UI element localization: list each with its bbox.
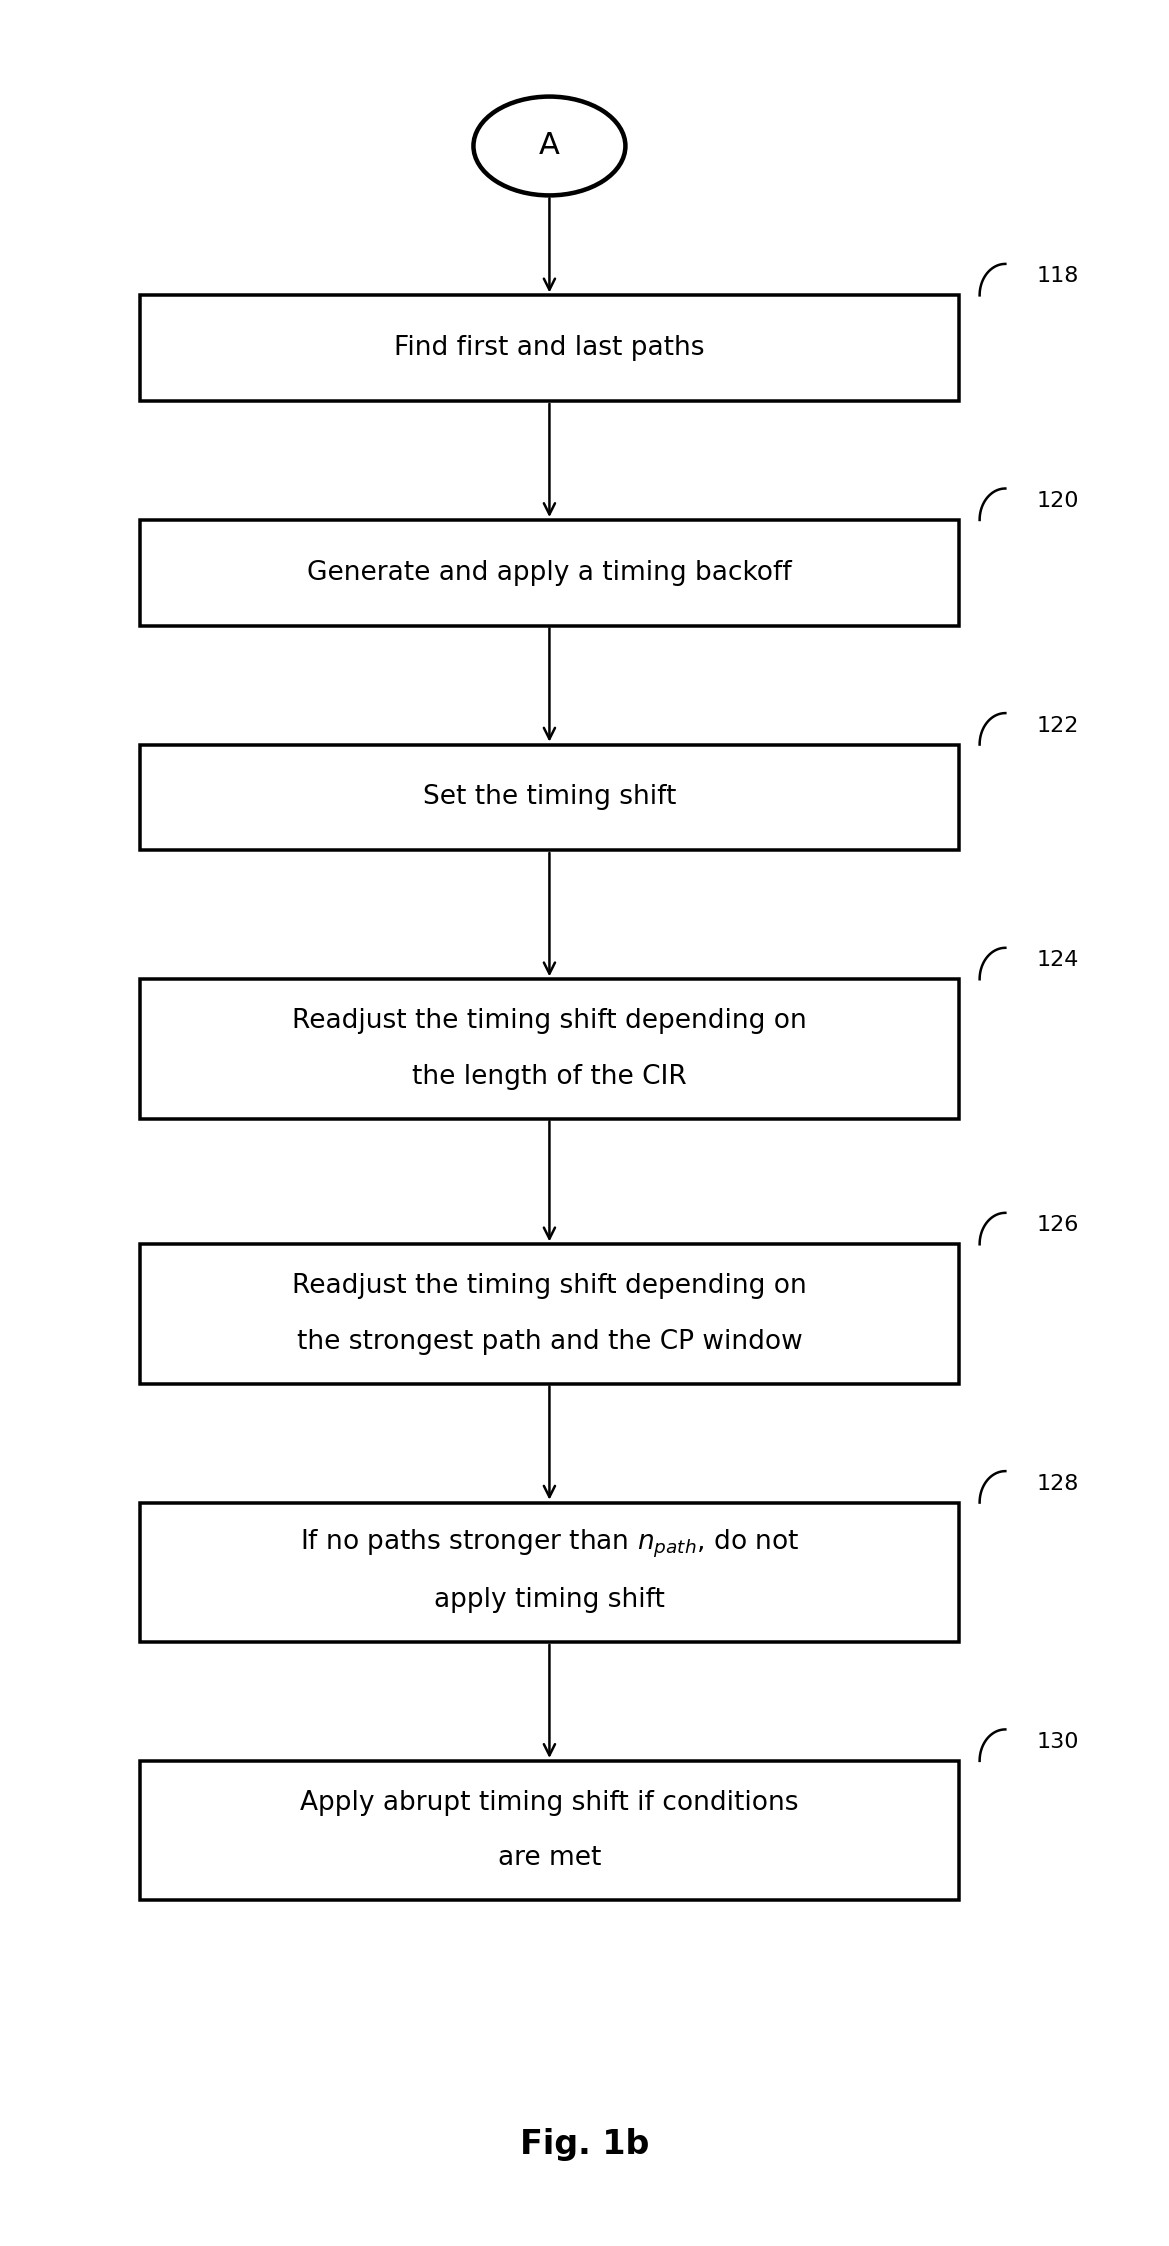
Text: 130: 130 (1037, 1732, 1079, 1752)
Text: Set the timing shift: Set the timing shift (423, 784, 676, 811)
FancyBboxPatch shape (140, 1244, 959, 1384)
Text: Fig. 1b: Fig. 1b (520, 2129, 649, 2161)
Text: 124: 124 (1037, 950, 1079, 970)
Text: If no paths stronger than $n_{path}$, do not: If no paths stronger than $n_{path}$, do… (300, 1527, 798, 1561)
Text: Readjust the timing shift depending on: Readjust the timing shift depending on (292, 1273, 807, 1298)
FancyBboxPatch shape (140, 1503, 959, 1642)
Text: A: A (539, 133, 560, 159)
FancyBboxPatch shape (140, 294, 959, 400)
Text: the length of the CIR: the length of the CIR (411, 1065, 687, 1089)
FancyBboxPatch shape (140, 1761, 959, 1900)
Text: Readjust the timing shift depending on: Readjust the timing shift depending on (292, 1008, 807, 1033)
Text: 120: 120 (1037, 492, 1079, 512)
Text: 122: 122 (1037, 716, 1079, 737)
Text: 126: 126 (1037, 1215, 1079, 1235)
Text: the strongest path and the CP window: the strongest path and the CP window (297, 1330, 802, 1354)
Text: 118: 118 (1037, 267, 1079, 287)
FancyBboxPatch shape (140, 743, 959, 849)
Text: 128: 128 (1037, 1473, 1079, 1494)
Text: are met: are met (498, 1846, 601, 1871)
Text: Generate and apply a timing backoff: Generate and apply a timing backoff (307, 559, 791, 586)
Text: Apply abrupt timing shift if conditions: Apply abrupt timing shift if conditions (300, 1790, 798, 1815)
Text: apply timing shift: apply timing shift (434, 1588, 665, 1613)
FancyBboxPatch shape (140, 979, 959, 1119)
FancyBboxPatch shape (140, 519, 959, 624)
Text: Find first and last paths: Find first and last paths (394, 335, 705, 362)
